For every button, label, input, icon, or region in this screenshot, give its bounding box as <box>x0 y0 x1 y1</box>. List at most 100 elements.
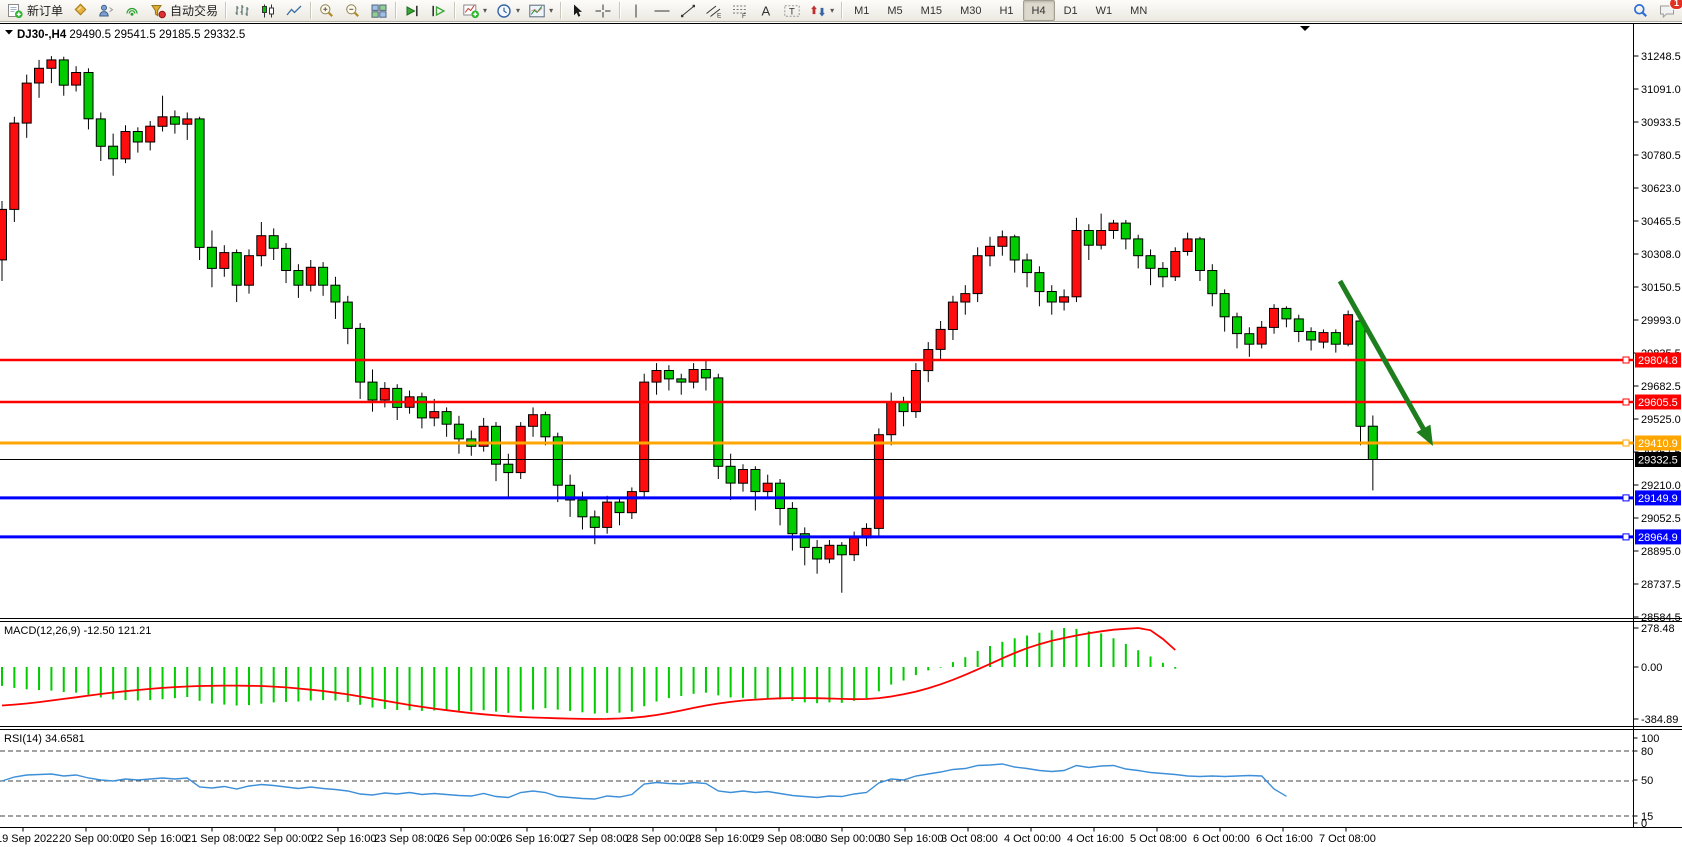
bear-candle <box>540 414 551 438</box>
vertical-line-button[interactable] <box>623 0 649 21</box>
timeframe-w1-label: W1 <box>1095 4 1113 17</box>
price-tick-label: 30465.5 <box>1641 216 1681 228</box>
bear-candle <box>231 252 242 286</box>
timeframe-m30[interactable]: M30 <box>951 0 990 21</box>
chat-button[interactable]: 1 <box>1654 0 1682 21</box>
timeframe-h4[interactable]: H4 <box>1022 0 1055 21</box>
new-order-button[interactable]: 新订单 <box>2 0 67 21</box>
rsi-label: RSI(14) 34.6581 <box>4 733 85 745</box>
macd-signal-line <box>1 627 1176 720</box>
bear-candle <box>95 118 106 147</box>
timeframe-w1[interactable]: W1 <box>1087 0 1122 21</box>
zoom-in-button[interactable] <box>314 0 340 21</box>
bear-candle <box>293 270 304 286</box>
indicators-button[interactable]: ▾ <box>458 0 491 21</box>
time-tick-label: 3 Oct 08:00 <box>941 833 998 845</box>
cursor-button[interactable] <box>564 0 590 21</box>
horizontal-line-button[interactable] <box>649 0 675 21</box>
price-tick-label: 28737.5 <box>1641 579 1681 591</box>
label-button[interactable]: T <box>779 0 805 21</box>
bull-candle <box>947 301 958 331</box>
bull-candle <box>528 414 538 427</box>
bull-candle <box>1256 326 1267 345</box>
bear-candle <box>1120 222 1131 240</box>
auto-scroll-icon <box>406 5 418 16</box>
trendline-button[interactable] <box>675 0 701 21</box>
zoom-out-icon <box>346 3 360 17</box>
time-tick-label: 28 Sep 00:00 <box>626 833 691 845</box>
auto-scroll-button[interactable] <box>399 0 425 21</box>
bull-candle <box>0 208 7 261</box>
price-tag <box>1635 490 1681 506</box>
line-handle[interactable] <box>1622 494 1630 502</box>
bear-candle <box>1207 270 1218 295</box>
line-handle[interactable] <box>1622 439 1630 447</box>
market-watch-button[interactable] <box>93 0 119 21</box>
timeframe-m5-label: M5 <box>887 4 903 17</box>
timeframe-mn[interactable]: MN <box>1121 0 1156 21</box>
timeframe-h1[interactable]: H1 <box>990 0 1022 21</box>
notification-badge: 1 <box>1669 0 1682 10</box>
auto-trading-icon <box>151 4 166 18</box>
fibonacci-button[interactable]: F <box>727 0 753 21</box>
time-tick-label: 30 Sep 00:00 <box>815 833 880 845</box>
time-tick-label: 29 Sep 08:00 <box>752 833 817 845</box>
channel-button[interactable]: E <box>701 0 727 21</box>
price-tag-label: 29332.5 <box>1638 455 1678 467</box>
bear-candle <box>1157 267 1168 278</box>
bull-candle <box>46 59 57 69</box>
time-tick-label: 4 Oct 00:00 <box>1004 833 1061 845</box>
bull-candle <box>429 411 440 419</box>
svg-text:A: A <box>762 3 771 18</box>
tile-windows-button[interactable] <box>366 0 392 21</box>
zoom-in-icon <box>320 3 334 17</box>
timeframe-d1[interactable]: D1 <box>1055 0 1087 21</box>
alerts-button[interactable] <box>67 0 93 21</box>
bear-candle <box>318 266 329 286</box>
timeframe-m1-label: M1 <box>854 4 870 17</box>
auto-trading-button[interactable]: 自动交易 <box>145 0 222 21</box>
timeframe-m5[interactable]: M5 <box>878 0 911 21</box>
line-handle[interactable] <box>1622 356 1630 364</box>
line-handle[interactable] <box>1622 398 1630 406</box>
line-chart-button[interactable] <box>281 0 307 21</box>
search-button[interactable] <box>1628 0 1654 21</box>
bear-candle <box>1330 332 1341 345</box>
bull-candle <box>21 82 32 124</box>
crosshair-button[interactable] <box>590 0 616 21</box>
cursor-icon <box>574 4 583 17</box>
price-tag-label: 29804.8 <box>1638 355 1678 367</box>
bear-candle <box>132 131 143 143</box>
bull-candle <box>651 370 662 383</box>
chart-shift-button[interactable] <box>425 0 451 21</box>
bear-candle <box>1244 333 1255 345</box>
bull-candle <box>1059 296 1070 303</box>
timeframe-m1[interactable]: M1 <box>845 0 878 21</box>
bear-candle <box>1022 259 1032 274</box>
bull-candle <box>219 252 230 269</box>
line-handle[interactable] <box>1622 533 1630 541</box>
price-tick-label: 29052.5 <box>1641 513 1681 525</box>
bull-candle <box>849 537 860 556</box>
arrows-button[interactable]: ▾ <box>805 0 838 21</box>
templates-button[interactable]: ▾ <box>524 0 557 21</box>
chart-expand-icon[interactable] <box>5 30 13 35</box>
zoom-out-button[interactable] <box>340 0 366 21</box>
time-tick-label: 22 Sep 16:00 <box>311 833 376 845</box>
symbol-period-label: DJ30-,H4 <box>17 29 67 41</box>
periods-button[interactable]: ▾ <box>491 0 524 21</box>
bear-candle <box>1009 236 1020 261</box>
time-tick-label: 20 Sep 16:00 <box>122 833 187 845</box>
bull-candle <box>886 401 897 436</box>
bar-chart-button[interactable] <box>229 0 255 21</box>
candle-chart-button[interactable] <box>255 0 281 21</box>
text-button[interactable]: A <box>753 0 779 21</box>
shift-end-marker-icon[interactable] <box>1300 26 1310 31</box>
signals-button[interactable] <box>119 0 145 21</box>
down-arrow-annotation[interactable] <box>1337 279 1433 446</box>
timeframe-m15[interactable]: M15 <box>912 0 951 21</box>
bull-candle <box>478 425 489 447</box>
rsi-tick-label: 0 <box>1641 818 1647 830</box>
chart-canvas[interactable]: 31248.5 31091.0 30933.5 30780.5 30623.0 30465… <box>0 22 1682 847</box>
